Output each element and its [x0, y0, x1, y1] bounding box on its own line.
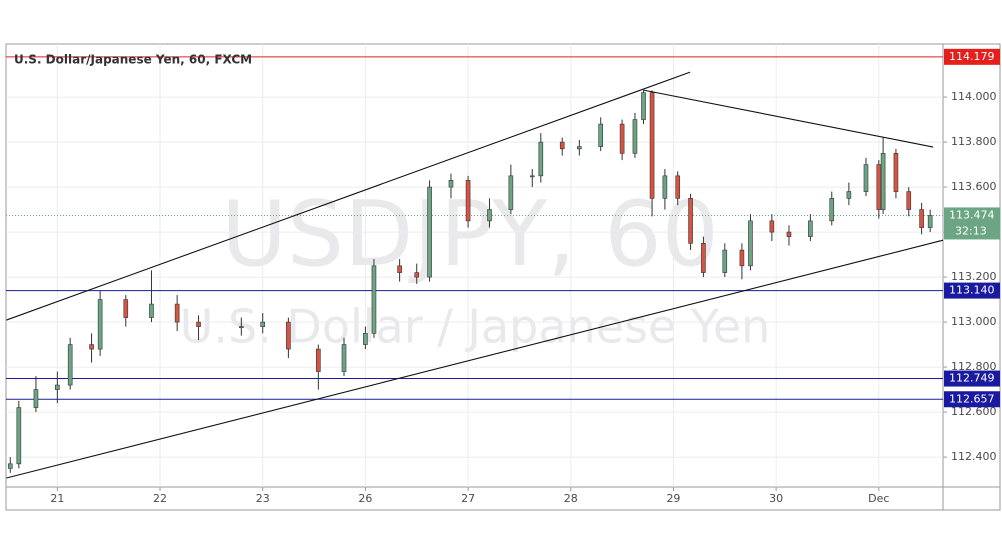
x-tick-label: 29 [666, 492, 680, 505]
candle-body [427, 186, 432, 278]
candle-body [675, 175, 681, 199]
candle-body [465, 180, 471, 222]
candle-body [414, 272, 420, 278]
level-label: 114.179 [949, 50, 995, 63]
candle-body [701, 243, 706, 273]
candle-body [722, 249, 728, 273]
candle-body [619, 123, 625, 154]
candle-body [598, 123, 604, 147]
candle-body [893, 153, 899, 192]
candle-body [16, 407, 22, 465]
candle-body [927, 215, 933, 228]
candle-body [641, 92, 646, 120]
last-price-label: 113.474 [949, 208, 995, 221]
candle-body [538, 141, 544, 177]
level-label: 113.140 [949, 284, 995, 297]
candle-body [508, 175, 514, 210]
grid [6, 44, 943, 487]
x-tick-label: 22 [153, 492, 167, 505]
trend-line [643, 89, 934, 148]
x-tick-label: 26 [358, 492, 372, 505]
plot-area [6, 56, 943, 473]
candle-body [808, 220, 813, 237]
candle-body [769, 220, 775, 233]
trend-line [6, 239, 944, 479]
y-tick-label: 113.800 [951, 135, 997, 148]
x-tick-label: 23 [256, 492, 270, 505]
y-tick-label: 113.600 [951, 180, 997, 193]
candle-body [363, 333, 368, 345]
candle-body [876, 164, 882, 210]
candle-body [906, 191, 912, 210]
level-label-box [944, 370, 1000, 387]
candle-body [448, 180, 454, 188]
y-tick-label: 113.200 [951, 270, 997, 283]
candle-body [662, 175, 668, 199]
candle-body [123, 299, 129, 318]
level-label: 112.749 [949, 372, 995, 385]
candle-body [529, 175, 535, 178]
y-tick-label: 112.800 [951, 360, 997, 373]
watermark-subtitle: U.S. Dollar / Japanese Yen [180, 300, 771, 354]
candle-body [829, 198, 835, 222]
candle-body [174, 303, 180, 323]
candle-body [7, 463, 13, 469]
candle-body [577, 146, 582, 150]
candle-body [316, 348, 321, 372]
level-label-box [944, 48, 1000, 65]
candle-body [341, 344, 347, 372]
candle-body [559, 141, 565, 150]
x-tick-label: Dec [868, 492, 889, 505]
level-label-box [944, 282, 1000, 299]
candle-body [397, 265, 402, 273]
candle-body [487, 209, 492, 222]
y-tick-label: 113.000 [951, 315, 997, 328]
candle-body [649, 92, 655, 199]
candle-body [286, 321, 291, 350]
y-tick-label: 114.000 [951, 90, 997, 103]
chart-title: U.S. Dollar/Japanese Yen, 60, FXCM [14, 53, 252, 67]
candle-body [239, 326, 244, 328]
x-tick-label: 30 [769, 492, 783, 505]
candle-body [863, 164, 869, 192]
last-price-box [944, 207, 1000, 240]
candle-body [89, 344, 94, 350]
candle-body [67, 344, 73, 386]
candle-body [846, 191, 852, 199]
candle-body [33, 389, 39, 408]
candle-body [55, 384, 60, 390]
x-tick-label: 27 [461, 492, 475, 505]
candle-body [632, 119, 638, 154]
candle-body [688, 198, 693, 244]
candle-body [371, 265, 377, 334]
x-tick-label: 21 [50, 492, 64, 505]
candle-body [739, 249, 745, 267]
level-label: 112.657 [949, 392, 995, 405]
candle-body [748, 220, 753, 267]
countdown-label: 32:13 [955, 224, 987, 237]
y-tick-label: 112.400 [951, 450, 997, 463]
candle-body [786, 231, 792, 237]
level-label-box [944, 391, 1000, 408]
trend-line [6, 71, 691, 321]
candle-body [196, 321, 201, 327]
x-tick-label: 28 [564, 492, 578, 505]
candle-body [260, 321, 266, 327]
candle-body [97, 299, 103, 350]
candle-body [149, 303, 154, 318]
candle-body [880, 153, 886, 210]
y-tick-label: 112.600 [951, 405, 997, 418]
candle-body [919, 209, 924, 228]
